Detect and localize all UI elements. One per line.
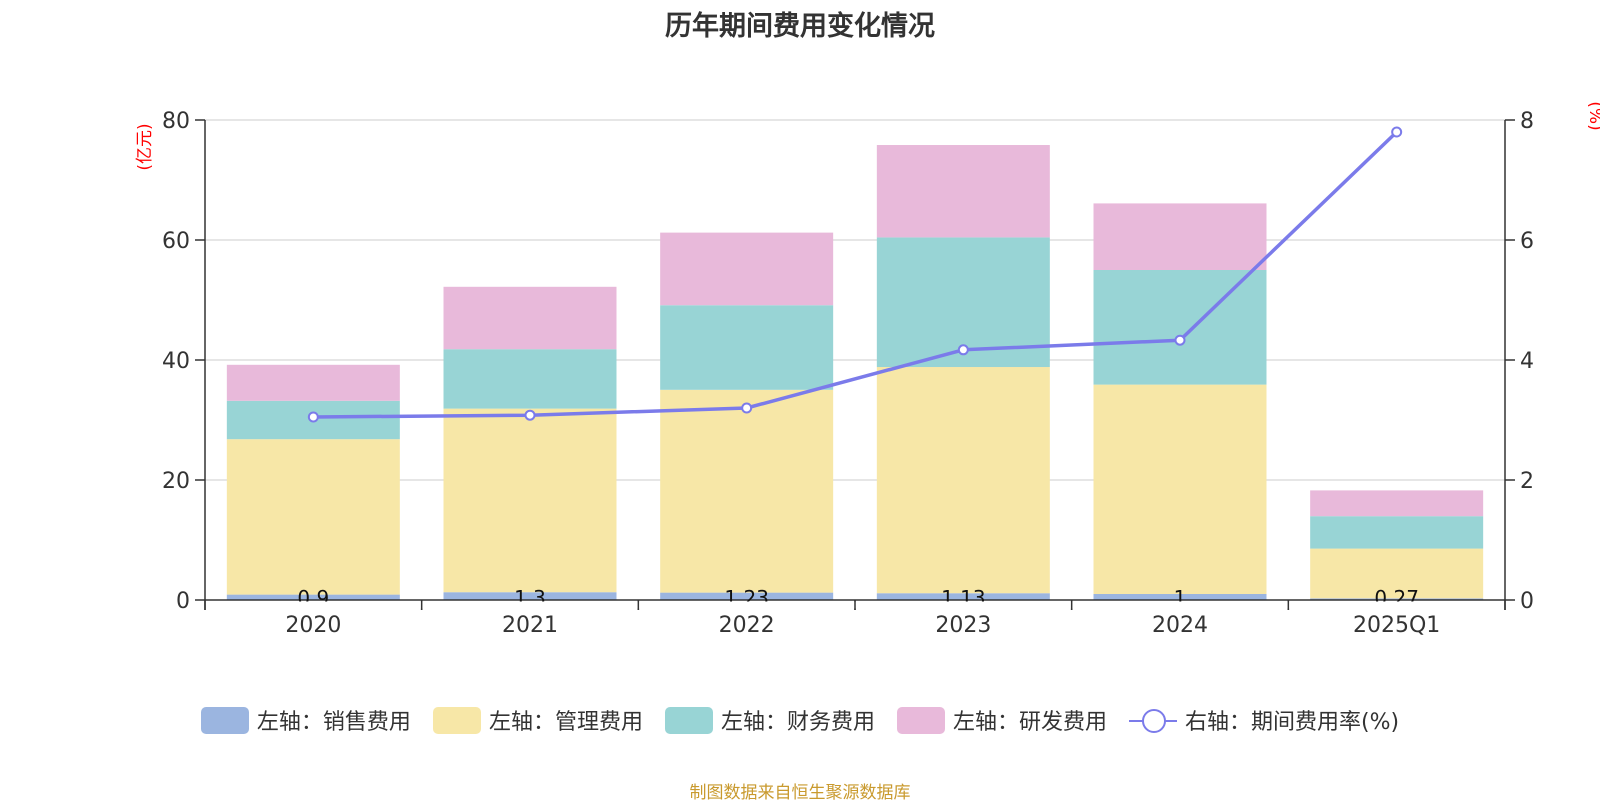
bar-4-2022 bbox=[660, 232, 834, 306]
legend-swatch bbox=[200, 706, 249, 734]
left-axis-tick-label: 0 bbox=[176, 589, 190, 614]
bar-2-2023 bbox=[876, 367, 1050, 594]
bar-1-2020 bbox=[226, 594, 400, 600]
legend-label: 左轴：财务费用 bbox=[720, 710, 875, 735]
legend-item-2[interactable]: 左轴：管理费用 bbox=[432, 704, 643, 736]
bar-3-2024 bbox=[1093, 270, 1267, 385]
x-axis-tick-label: 2025Q1 bbox=[1353, 613, 1440, 638]
bar-4-2023 bbox=[876, 145, 1050, 238]
legend-item-1[interactable]: 左轴：销售费用 bbox=[200, 704, 411, 736]
bar-2-2020 bbox=[226, 439, 400, 595]
bar-4-2020 bbox=[226, 364, 400, 401]
legend-swatch bbox=[896, 706, 945, 734]
x-axis-tick-label: 2020 bbox=[285, 613, 341, 638]
right-axis-unit: (%) bbox=[1585, 101, 1600, 130]
left-axis-tick-label: 20 bbox=[162, 469, 190, 494]
legend-swatch bbox=[432, 706, 481, 734]
right-axis-tick-label: 6 bbox=[1520, 229, 1534, 254]
legend-label: 左轴：销售费用 bbox=[256, 710, 411, 735]
left-axis-unit: (亿元) bbox=[135, 123, 155, 170]
left-axis-tick-label: 60 bbox=[162, 229, 190, 254]
source-note: 制图数据来自恒生聚源数据库 bbox=[689, 783, 911, 803]
bar-4-2024 bbox=[1093, 203, 1267, 270]
left-axis-tick-label: 80 bbox=[162, 109, 190, 134]
rate-point-2025Q1 bbox=[1391, 126, 1403, 138]
bar-2-2022 bbox=[660, 389, 834, 593]
legend-label: 左轴：研发费用 bbox=[952, 710, 1107, 735]
bar-4-2021 bbox=[443, 286, 617, 350]
right-axis-tick-label: 0 bbox=[1520, 589, 1534, 614]
legend-label: 左轴：管理费用 bbox=[488, 710, 643, 735]
legend-item-4[interactable]: 左轴：研发费用 bbox=[896, 704, 1107, 736]
bar-1-2021 bbox=[443, 592, 617, 600]
x-axis-tick-label: 2024 bbox=[1152, 613, 1208, 638]
legend-item-3[interactable]: 左轴：财务费用 bbox=[664, 704, 875, 736]
rate-point-2020 bbox=[307, 411, 319, 423]
bar-3-2025Q1 bbox=[1310, 516, 1484, 549]
left-axis-tick-label: 40 bbox=[162, 349, 190, 374]
legend-line-marker bbox=[1128, 707, 1177, 734]
right-axis-tick-label: 8 bbox=[1520, 109, 1534, 134]
x-axis-tick-label: 2023 bbox=[935, 613, 991, 638]
legend-swatch bbox=[664, 706, 713, 734]
bar-3-2022 bbox=[660, 305, 834, 390]
bar-1-2022 bbox=[660, 592, 834, 600]
bar-2-2024 bbox=[1093, 384, 1267, 594]
bar-1-2024 bbox=[1093, 594, 1267, 600]
rate-point-2022 bbox=[741, 402, 753, 414]
legend: 左轴：销售费用 左轴：管理费用 左轴：财务费用 左轴：研发费用 右轴：期间费用率(%) bbox=[0, 705, 1600, 735]
bar-2-2021 bbox=[443, 408, 617, 593]
bar-4-2025Q1 bbox=[1310, 490, 1484, 517]
legend-label: 右轴：期间费用率(%) bbox=[1184, 710, 1400, 735]
rate-point-2024 bbox=[1174, 334, 1186, 346]
bar-1-2025Q1 bbox=[1310, 598, 1484, 600]
right-axis-tick-label: 2 bbox=[1520, 469, 1534, 494]
bar-1-2023 bbox=[876, 593, 1050, 600]
bar-2-2025Q1 bbox=[1310, 548, 1484, 599]
x-axis-tick-label: 2022 bbox=[719, 613, 775, 638]
chart-plot: 0 20 40 60 80 0 2 4 6 8 (亿元) (%) 2020 2021 2022 2023 202… bbox=[135, 101, 1600, 638]
rate-point-2021 bbox=[524, 409, 536, 421]
bar-3-2021 bbox=[443, 349, 617, 409]
x-axis-tick-label: 2021 bbox=[502, 613, 558, 638]
right-axis-tick-label: 4 bbox=[1520, 349, 1534, 374]
legend-item-5[interactable]: 右轴：期间费用率(%) bbox=[1128, 704, 1400, 736]
rate-point-2023 bbox=[957, 344, 969, 356]
rate-line bbox=[313, 130, 1398, 419]
chart-title: 历年期间费用变化情况 bbox=[665, 11, 935, 42]
